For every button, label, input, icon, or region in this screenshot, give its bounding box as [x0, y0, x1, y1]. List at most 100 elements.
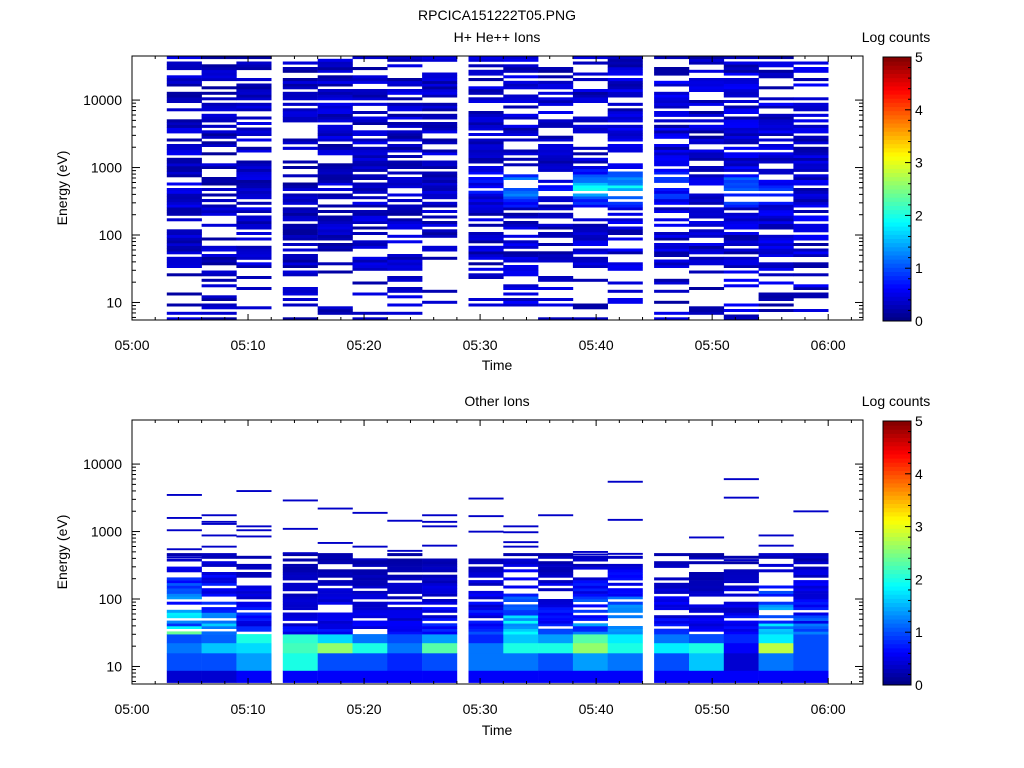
heatmap-cell [793, 135, 829, 139]
heatmap-cell [422, 113, 458, 117]
colorbar-tick-label: 4 [915, 466, 923, 482]
heatmap-cell [166, 237, 202, 241]
heatmap-cell [758, 254, 794, 257]
colorbar-segment [883, 660, 911, 665]
heatmap-cell [387, 135, 423, 139]
heatmap-cell [689, 582, 725, 586]
heatmap-cell [282, 623, 318, 627]
heatmap-cell [317, 196, 353, 200]
heatmap-cell [317, 166, 353, 169]
heatmap-cell [166, 580, 202, 584]
heatmap-cell [793, 574, 829, 578]
heatmap-cell [607, 626, 643, 629]
heatmap-cell [317, 653, 353, 671]
heatmap-cell [654, 91, 690, 95]
heatmap-cell [793, 190, 829, 194]
heatmap-cell [572, 306, 608, 310]
heatmap-cell [654, 163, 690, 167]
heatmap-cell [236, 160, 272, 164]
heatmap-cell [282, 223, 318, 227]
heatmap-cell [166, 130, 202, 134]
heatmap-cell [201, 615, 237, 619]
heatmap-cell [236, 127, 272, 131]
colorbar-segment [883, 160, 911, 165]
heatmap-cell [317, 670, 353, 683]
heatmap-cell [422, 601, 458, 605]
heatmap-cell [689, 245, 725, 249]
heatmap-cell [654, 254, 690, 257]
heatmap-cell [793, 61, 829, 65]
heatmap-cell [793, 174, 829, 178]
heatmap-cell [503, 193, 539, 197]
colorbar-segment [883, 565, 911, 571]
heatmap-cell [236, 237, 272, 241]
heatmap-cell [236, 287, 272, 290]
heatmap-cell [654, 561, 690, 565]
colorbar-segment [883, 441, 911, 447]
heatmap-cell [387, 617, 423, 621]
heatmap-cell [166, 67, 202, 71]
heatmap-cell [317, 237, 353, 241]
heatmap-cell [422, 182, 458, 186]
heatmap-cell [793, 223, 829, 227]
colorbar-segment [883, 520, 911, 525]
heatmap-cell [317, 111, 353, 114]
heatmap-cell [387, 612, 423, 616]
heatmap-cell [352, 670, 388, 683]
heatmap-cell [282, 599, 318, 602]
heatmap-cell [387, 182, 423, 186]
heatmap-cell [607, 149, 643, 153]
heatmap-cell [387, 83, 423, 87]
colorbar-segment [883, 168, 911, 174]
heatmap-cell [654, 317, 690, 321]
heatmap-cell [607, 518, 643, 521]
heatmap-cell [236, 563, 272, 567]
heatmap-cell [352, 317, 388, 321]
heatmap-cell [689, 626, 725, 629]
heatmap-cell [422, 171, 458, 175]
heatmap-cell [387, 113, 423, 117]
heatmap-cell [758, 116, 794, 120]
heatmap-cell [422, 617, 458, 621]
colorbar-segment [883, 312, 911, 318]
heatmap-cell [607, 89, 643, 92]
heatmap-cell [317, 232, 353, 235]
heatmap-cell [236, 617, 272, 621]
heatmap-cell [758, 113, 794, 117]
heatmap-cell [352, 56, 388, 60]
heatmap-cell [422, 105, 458, 109]
heatmap-cell [654, 127, 690, 131]
heatmap-cell [317, 580, 353, 584]
heatmap-cell [317, 582, 353, 586]
heatmap-cell [166, 243, 202, 246]
heatmap-cell [654, 265, 690, 268]
heatmap-cell [793, 626, 829, 629]
heatmap-cell [352, 157, 388, 161]
heatmap-cell [689, 553, 725, 557]
heatmap-cell [236, 130, 272, 134]
heatmap-cell [352, 160, 388, 164]
heatmap-cell [387, 303, 423, 307]
heatmap-cell [503, 190, 539, 194]
colorbar-label: Log counts [862, 29, 931, 45]
heatmap-cell [201, 119, 237, 123]
heatmap-cell [723, 670, 759, 683]
heatmap-cell [793, 163, 829, 167]
heatmap-cell [538, 653, 574, 671]
heatmap-cell [166, 210, 202, 213]
heatmap-cell [201, 601, 237, 605]
heatmap-cell [607, 265, 643, 268]
heatmap-cell [572, 317, 608, 321]
heatmap-cell [607, 144, 643, 147]
heatmap-cell [166, 273, 202, 277]
heatmap-cell [689, 642, 725, 654]
heatmap-cell [352, 545, 388, 548]
heatmap-cell [352, 245, 388, 249]
heatmap-cell [166, 229, 202, 233]
heatmap-cell [572, 188, 608, 191]
heatmap-cell [607, 642, 643, 654]
colorbar-segment [883, 602, 911, 608]
heatmap-cell [352, 119, 388, 123]
heatmap-cell [282, 574, 318, 578]
heatmap-cell [723, 188, 759, 191]
